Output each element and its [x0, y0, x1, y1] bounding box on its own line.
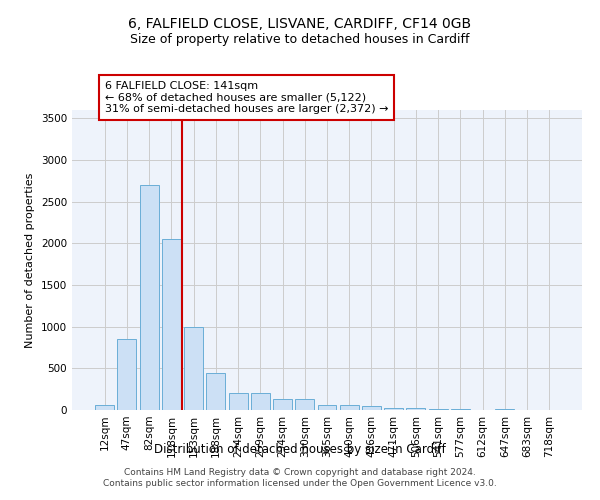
- Bar: [118, 339, 136, 410]
- Bar: [406, 408, 425, 410]
- Bar: [206, 372, 225, 410]
- Text: Distribution of detached houses by size in Cardiff: Distribution of detached houses by size …: [154, 442, 446, 456]
- Bar: [184, 326, 203, 410]
- Bar: [384, 408, 403, 410]
- Bar: [162, 239, 181, 410]
- Bar: [295, 399, 314, 410]
- Bar: [229, 392, 248, 410]
- Bar: [140, 185, 158, 410]
- Text: 6, FALFIELD CLOSE, LISVANE, CARDIFF, CF14 0GB: 6, FALFIELD CLOSE, LISVANE, CARDIFF, CF1…: [128, 18, 472, 32]
- Text: Size of property relative to detached houses in Cardiff: Size of property relative to detached ho…: [130, 32, 470, 46]
- Bar: [273, 399, 292, 410]
- Bar: [251, 392, 270, 410]
- Text: 6 FALFIELD CLOSE: 141sqm
← 68% of detached houses are smaller (5,122)
31% of sem: 6 FALFIELD CLOSE: 141sqm ← 68% of detach…: [105, 81, 388, 114]
- Text: Contains HM Land Registry data © Crown copyright and database right 2024.
Contai: Contains HM Land Registry data © Crown c…: [103, 468, 497, 487]
- Bar: [429, 409, 448, 410]
- Bar: [362, 406, 381, 410]
- Bar: [340, 406, 359, 410]
- Bar: [95, 405, 114, 410]
- Bar: [317, 405, 337, 410]
- Y-axis label: Number of detached properties: Number of detached properties: [25, 172, 35, 348]
